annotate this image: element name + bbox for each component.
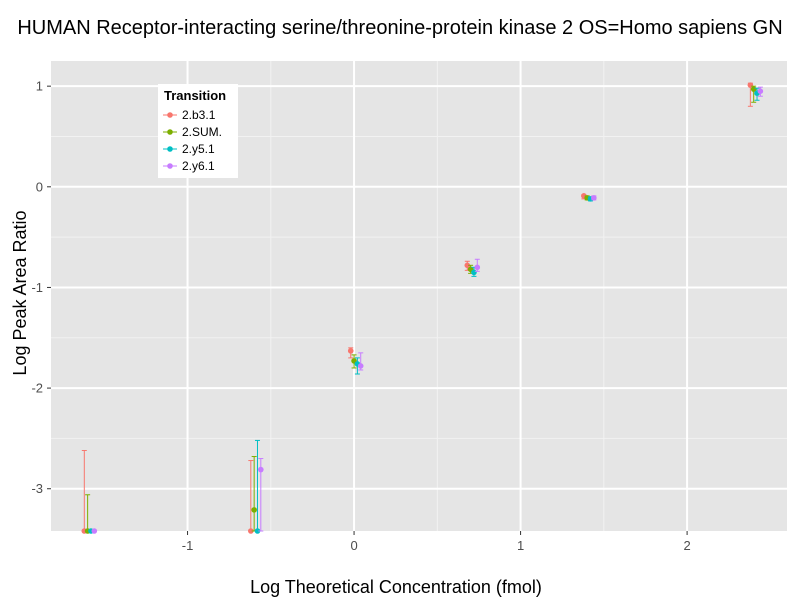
x-axis-label: Log Theoretical Concentration (fmol) — [250, 577, 542, 597]
legend-items: 2.b3.1 2.SUM. 2.y5.1 2.y6.1 — [163, 108, 222, 173]
x-tick-label: 0 — [350, 538, 357, 553]
y-axis: -3 -2 -1 0 1 — [31, 79, 51, 496]
legend-item: 2.SUM. — [163, 125, 222, 139]
data-point — [757, 88, 764, 94]
data-point — [251, 507, 257, 513]
x-tick-label: 2 — [683, 538, 690, 553]
legend: Transition 2.b3.1 2.SUM. 2.y5.1 2.y6.1 — [158, 84, 238, 178]
chart-title: HUMAN Receptor-interacting serine/threon… — [17, 17, 782, 39]
data-point — [254, 528, 261, 534]
y-tick-label: 1 — [36, 79, 43, 94]
series-2.y6.1 — [91, 86, 764, 534]
data-point — [591, 195, 597, 201]
legend-label: 2.b3.1 — [182, 108, 216, 122]
grid-minor — [51, 61, 787, 531]
data-point — [248, 528, 254, 534]
legend-key-point — [167, 112, 173, 118]
legend-key-point — [167, 163, 173, 169]
y-tick-label: -1 — [31, 280, 43, 295]
legend-key-point — [167, 146, 173, 152]
legend-item: 2.y5.1 — [163, 142, 215, 156]
legend-key-point — [167, 129, 173, 135]
data-point — [357, 363, 364, 369]
y-tick-label: -3 — [31, 481, 43, 496]
legend-label: 2.y6.1 — [182, 159, 215, 173]
y-axis-label: Log Peak Area Ratio — [10, 210, 30, 375]
legend-label: 2.y5.1 — [182, 142, 215, 156]
data-point — [471, 269, 477, 276]
legend-item: 2.b3.1 — [163, 108, 216, 122]
x-axis: -1 0 1 2 — [182, 531, 691, 553]
x-tick-label: 1 — [517, 538, 524, 553]
x-tick-label: -1 — [182, 538, 194, 553]
data-point — [464, 262, 471, 269]
y-tick-label: -2 — [31, 381, 43, 396]
data-point — [474, 264, 481, 271]
legend-title: Transition — [164, 88, 226, 103]
series-layer — [81, 82, 764, 534]
y-tick-label: 0 — [36, 179, 43, 194]
legend-item: 2.y6.1 — [163, 159, 215, 173]
data-point — [258, 466, 264, 473]
data-point — [91, 528, 98, 534]
legend-label: 2.SUM. — [182, 125, 222, 139]
data-point — [347, 348, 354, 354]
